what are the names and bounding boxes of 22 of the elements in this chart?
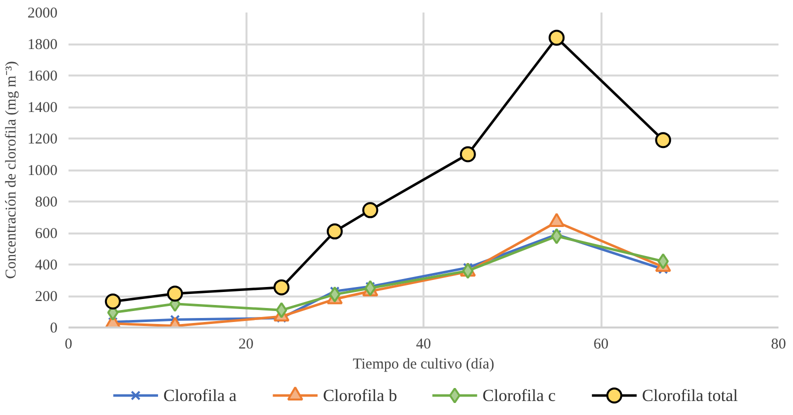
y-tick-label: 600 (35, 226, 58, 242)
y-tick-label: 2000 (28, 6, 58, 22)
x-tick-label: 80 (771, 336, 786, 352)
x-axis-title: Tiempo de cultivo (día) (352, 356, 494, 372)
legend-label: Clorofila b (322, 386, 398, 405)
y-tick-label: 1000 (28, 163, 58, 179)
x-tick-label: 40 (416, 336, 431, 352)
y-axis-title: Concentración de clorofila (mg m⁻³) (4, 61, 20, 279)
y-tick-label: 1400 (28, 100, 58, 116)
legend-label: Clorofila c (482, 386, 556, 405)
y-tick-label: 1800 (28, 37, 58, 53)
y-tick-label: 1600 (28, 68, 58, 84)
y-tick-label: 1200 (28, 132, 58, 148)
x-tick-label: 60 (594, 336, 608, 352)
y-tick-label: 0 (50, 320, 58, 336)
y-tick-label: 400 (35, 258, 58, 274)
y-tick-label: 800 (35, 194, 58, 210)
legend-label: Clorofila a (163, 386, 238, 405)
legend-label: Clorofila total (642, 386, 738, 405)
x-tick-label: 20 (238, 336, 254, 352)
y-tick-label: 200 (35, 289, 58, 305)
x-tick-label: 0 (64, 336, 72, 352)
